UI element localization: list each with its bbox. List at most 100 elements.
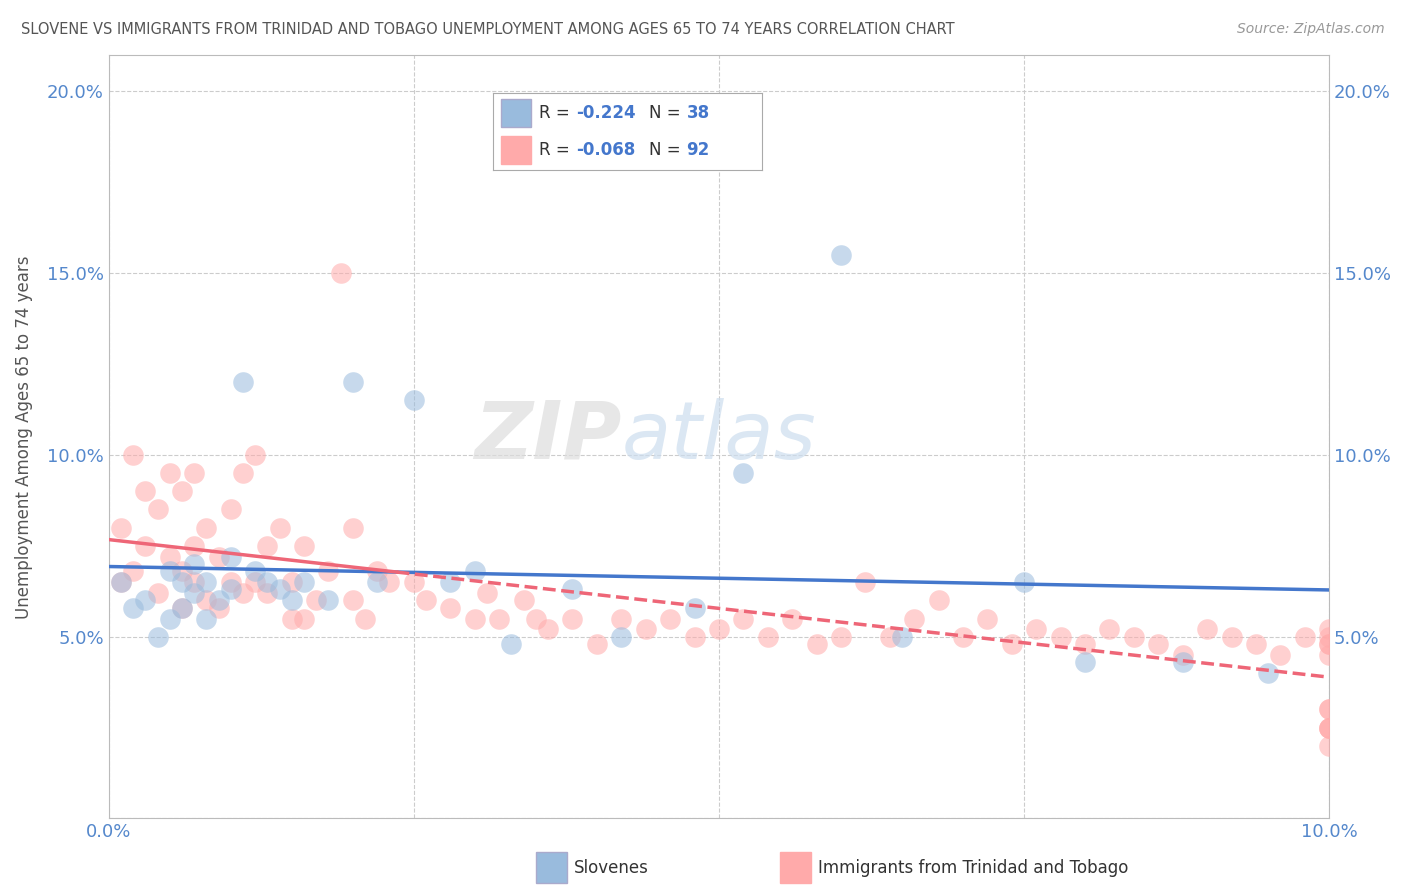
Point (976, 611, 998, 625)
Point (903, 611, 925, 625)
Point (134, 539, 156, 553)
Point (219, 582, 242, 597)
Point (207, 600, 229, 615)
Point (501, 637, 523, 651)
Point (1317, 637, 1340, 651)
Point (1074, 637, 1097, 651)
Point (756, 630, 779, 644)
Point (830, 248, 852, 262)
Point (366, 564, 388, 578)
Point (318, 593, 340, 607)
Point (159, 549, 181, 564)
Point (415, 593, 437, 607)
Point (928, 593, 950, 607)
Point (329, 266, 352, 280)
Point (292, 611, 315, 625)
Point (1317, 648, 1340, 662)
Point (1171, 648, 1194, 662)
Point (659, 611, 682, 625)
Point (1122, 630, 1144, 644)
Point (219, 549, 242, 564)
Point (281, 593, 304, 607)
Point (110, 575, 132, 590)
Point (207, 549, 229, 564)
Point (1257, 666, 1279, 681)
Point (561, 582, 583, 597)
Point (1317, 702, 1340, 716)
Point (122, 564, 145, 578)
Point (402, 575, 425, 590)
Point (707, 623, 730, 637)
Point (1294, 630, 1316, 644)
Point (183, 586, 205, 600)
Point (830, 630, 852, 644)
Point (159, 466, 181, 480)
Point (269, 582, 291, 597)
Point (1317, 721, 1340, 735)
Point (354, 611, 377, 625)
Point (512, 593, 534, 607)
Point (305, 593, 328, 607)
Point (292, 575, 315, 590)
Point (1098, 623, 1121, 637)
Point (439, 600, 461, 615)
Point (780, 611, 803, 625)
Point (281, 575, 304, 590)
Point (634, 623, 657, 637)
Point (269, 521, 291, 535)
Point (342, 521, 364, 535)
Point (733, 466, 755, 480)
Point (1220, 630, 1243, 644)
Point (524, 611, 547, 625)
Text: Immigrants from Trinidad and Tobago: Immigrants from Trinidad and Tobago (818, 859, 1128, 877)
Point (342, 376, 364, 390)
Point (146, 630, 169, 644)
Point (170, 564, 193, 578)
Point (561, 611, 583, 625)
Point (245, 575, 267, 590)
Point (853, 575, 876, 590)
Text: ZIP: ZIP (474, 398, 621, 475)
Point (488, 611, 510, 625)
Text: Slovenes: Slovenes (574, 859, 648, 877)
Point (610, 611, 633, 625)
Point (1171, 655, 1194, 669)
Point (195, 593, 218, 607)
Point (207, 593, 229, 607)
Point (683, 600, 706, 615)
Point (537, 623, 560, 637)
Point (1317, 721, 1340, 735)
Point (475, 586, 498, 600)
Point (952, 630, 974, 644)
Text: Source: ZipAtlas.com: Source: ZipAtlas.com (1237, 22, 1385, 37)
Point (195, 575, 218, 590)
Point (1317, 637, 1340, 651)
Point (281, 611, 304, 625)
Point (366, 575, 388, 590)
Point (402, 393, 425, 408)
Point (134, 484, 156, 499)
Point (1001, 637, 1024, 651)
Point (318, 564, 340, 578)
Point (342, 593, 364, 607)
Point (891, 630, 914, 644)
Point (683, 630, 706, 644)
Point (232, 466, 254, 480)
Point (110, 575, 132, 590)
Point (146, 586, 169, 600)
Point (245, 448, 267, 462)
Point (256, 575, 278, 590)
Point (170, 600, 193, 615)
Point (183, 466, 205, 480)
Point (733, 611, 755, 625)
Point (219, 575, 242, 590)
Point (256, 586, 278, 600)
Point (464, 611, 486, 625)
Point (806, 637, 828, 651)
Point (159, 564, 181, 578)
Point (256, 539, 278, 553)
Point (159, 611, 181, 625)
Point (170, 600, 193, 615)
Point (232, 586, 254, 600)
Point (170, 575, 193, 590)
